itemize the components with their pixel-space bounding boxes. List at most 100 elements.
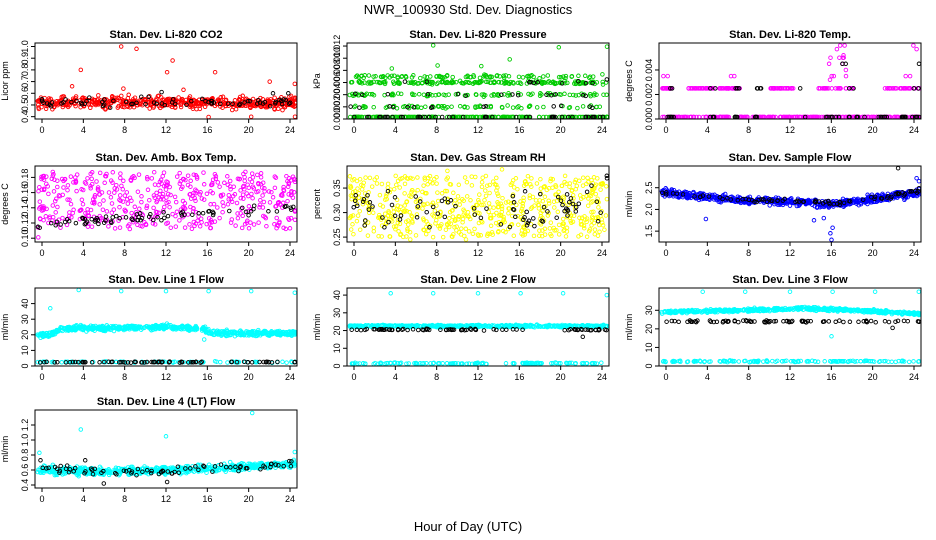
- data-point: [402, 79, 408, 84]
- data-point: [558, 75, 564, 80]
- data-point: [134, 100, 139, 106]
- data-point: [287, 100, 293, 106]
- x-tick-label: 16: [514, 125, 524, 135]
- y-tick-label: 0.000: [644, 108, 654, 131]
- data-point: [134, 46, 139, 52]
- data-point: [220, 105, 225, 110]
- data-point: [373, 74, 378, 79]
- x-tick-label: 20: [556, 125, 566, 135]
- y-tick-label: 0.9: [20, 52, 30, 65]
- data-point: [195, 100, 201, 106]
- data-point: [248, 114, 254, 119]
- data-point: [835, 86, 841, 91]
- panel-ylabel: degrees C: [624, 60, 634, 102]
- y-tick-label: 0.7: [20, 75, 30, 88]
- data-point: [754, 86, 760, 91]
- y-tick-label: 0.002: [644, 83, 654, 106]
- x-tick-label: 0: [39, 248, 44, 258]
- data-point: [89, 224, 95, 229]
- data-point: [821, 86, 827, 91]
- panel-title: Stan. Dev. Sample Flow: [729, 152, 852, 164]
- data-point: [390, 104, 396, 110]
- data-point: [526, 104, 532, 110]
- data-point: [434, 81, 440, 87]
- data-point: [255, 101, 260, 106]
- data-point: [420, 80, 425, 85]
- y-tick-label: 20: [20, 330, 30, 340]
- data-point: [465, 79, 471, 85]
- data-point: [212, 69, 218, 75]
- y-tick-label: 0: [20, 363, 30, 368]
- data-point: [768, 86, 773, 91]
- x-tick-label: 8: [122, 248, 127, 258]
- data-point: [86, 102, 92, 107]
- data-point: [389, 73, 395, 79]
- data-point: [151, 105, 156, 110]
- data-point: [279, 101, 285, 107]
- x-tick-label: 4: [393, 125, 398, 135]
- data-point: [583, 80, 589, 86]
- data-point: [474, 92, 479, 98]
- data-point: [262, 99, 268, 105]
- x-tick-label: 16: [202, 372, 212, 382]
- data-point: [911, 43, 916, 48]
- data-point: [237, 101, 243, 107]
- data-point: [242, 100, 247, 105]
- data-point: [236, 102, 242, 108]
- y-tick-label: 0.5: [20, 99, 30, 112]
- data-point: [711, 86, 716, 91]
- data-point: [885, 86, 890, 91]
- data-point: [511, 81, 516, 86]
- data-point: [186, 95, 192, 101]
- data-point: [837, 43, 843, 48]
- y-tick-label: 10: [20, 345, 30, 355]
- x-tick-label: 4: [81, 248, 86, 258]
- data-point: [418, 75, 423, 81]
- y-tick-label: 0.004: [644, 59, 654, 82]
- data-point: [357, 105, 362, 110]
- data-point: [84, 98, 89, 104]
- data-point: [136, 101, 142, 107]
- data-point: [494, 73, 499, 79]
- data-point: [378, 74, 384, 80]
- data-point: [515, 80, 521, 86]
- data-point: [510, 105, 516, 110]
- data-point: [149, 99, 154, 104]
- data-point: [500, 105, 505, 110]
- data-point: [916, 86, 921, 91]
- data-point: [471, 74, 477, 79]
- data-point: [777, 86, 783, 91]
- data-point: [841, 55, 846, 60]
- data-point: [107, 105, 113, 110]
- data-point: [506, 91, 511, 96]
- data-point: [594, 80, 600, 85]
- data-point: [429, 79, 435, 85]
- x-tick-label: 20: [868, 248, 878, 258]
- data-point: [567, 92, 573, 98]
- data-point: [790, 86, 796, 91]
- data-point: [416, 91, 422, 97]
- data-point: [594, 92, 599, 97]
- x-tick-label: 0: [351, 248, 356, 258]
- data-point: [111, 98, 116, 104]
- data-point: [600, 82, 606, 87]
- data-point: [473, 105, 478, 110]
- data-point: [411, 105, 417, 110]
- y-tick-label: 0.18: [20, 169, 30, 187]
- data-point: [405, 104, 410, 110]
- data-point: [534, 105, 540, 110]
- data-point: [907, 73, 913, 79]
- data-point: [347, 92, 353, 98]
- x-tick-label: 0: [39, 372, 44, 382]
- x-tick-label: 20: [244, 248, 254, 258]
- panel-title: Stan. Dev. Amb. Box Temp.: [96, 152, 237, 164]
- data-point: [159, 89, 164, 95]
- data-point: [562, 80, 568, 86]
- data-point: [385, 91, 391, 97]
- data-point: [39, 96, 45, 102]
- data-point: [732, 73, 737, 79]
- data-point: [899, 86, 904, 91]
- x-tick-label: 12: [473, 125, 483, 135]
- data-point: [240, 93, 245, 99]
- data-point: [422, 74, 427, 79]
